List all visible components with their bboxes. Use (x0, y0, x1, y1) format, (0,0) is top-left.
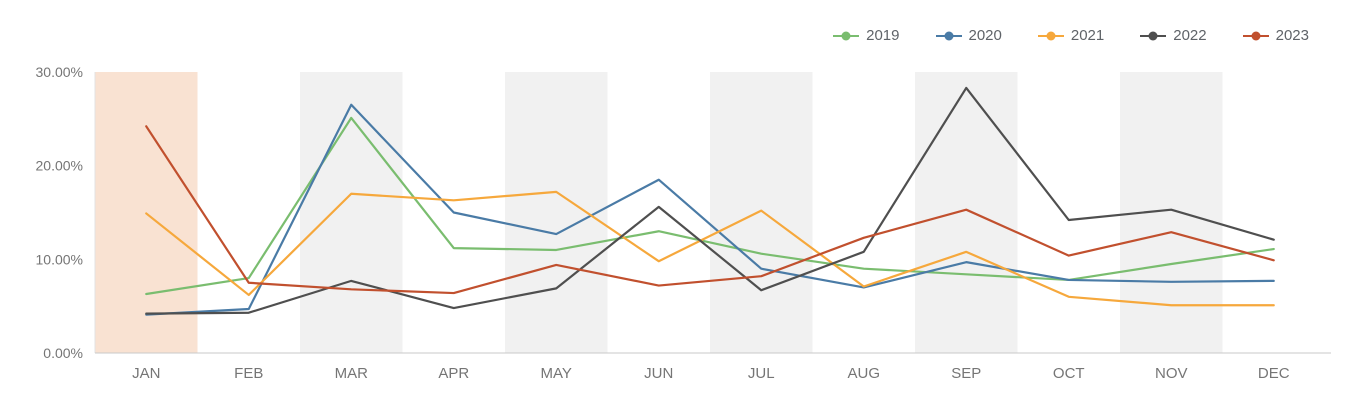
legend-item-2021[interactable]: 2021 (1037, 27, 1105, 44)
legend-marker-icon (833, 31, 860, 40)
plot-band-mar (300, 72, 403, 353)
x-axis-label-jan: JAN (132, 365, 160, 382)
x-axis-label-may: MAY (541, 365, 572, 382)
legend-label: 2023 (1275, 27, 1309, 44)
x-axis-label-sep: SEP (951, 365, 981, 382)
x-axis-label-nov: NOV (1155, 365, 1188, 382)
legend-label: 2019 (866, 27, 900, 44)
series-line-2023[interactable] (145, 125, 1275, 295)
x-axis-label-feb: FEB (234, 365, 263, 382)
legend-label: 2021 (1070, 27, 1105, 44)
plot-band-may (505, 72, 608, 353)
x-axis-label-jul: JUL (748, 365, 775, 382)
series-line-2019[interactable] (145, 116, 1275, 296)
x-axis-label-apr: APR (438, 365, 469, 382)
x-axis-label-aug: AUG (847, 365, 880, 382)
legend-item-2023[interactable]: 2023 (1242, 27, 1309, 44)
x-axis-label-oct: OCT (1053, 365, 1085, 382)
series-line-2021[interactable] (145, 190, 1275, 307)
legend-marker-icon (935, 31, 962, 40)
y-axis-label: 30.00% (36, 64, 83, 80)
plot-band-sep (915, 72, 1018, 353)
y-axis-label: 10.00% (36, 251, 83, 267)
legend-label: 2020 (968, 27, 1002, 44)
legend-marker-icon (1140, 31, 1167, 40)
x-axis-label-mar: MAR (335, 365, 369, 382)
legend-marker-icon (1242, 31, 1269, 40)
legend-item-2019[interactable]: 2019 (833, 27, 900, 44)
series-line-2020[interactable] (145, 103, 1275, 316)
y-axis-label: 20.00% (36, 158, 83, 174)
legend-item-2022[interactable]: 2022 (1140, 27, 1207, 44)
y-axis-label: 0.00% (43, 345, 83, 361)
legend-item-2020[interactable]: 2020 (935, 27, 1002, 44)
x-axis-label-jun: JUN (644, 365, 673, 382)
legend-marker-icon (1037, 31, 1064, 40)
plot-band-jul (710, 72, 813, 353)
series-line-2022[interactable] (145, 86, 1275, 315)
x-axis-label-dec: DEC (1258, 365, 1290, 382)
legend-label: 2022 (1173, 27, 1207, 44)
chart-legend: 2019 2020 2021 2022 2023 (833, 27, 1309, 44)
